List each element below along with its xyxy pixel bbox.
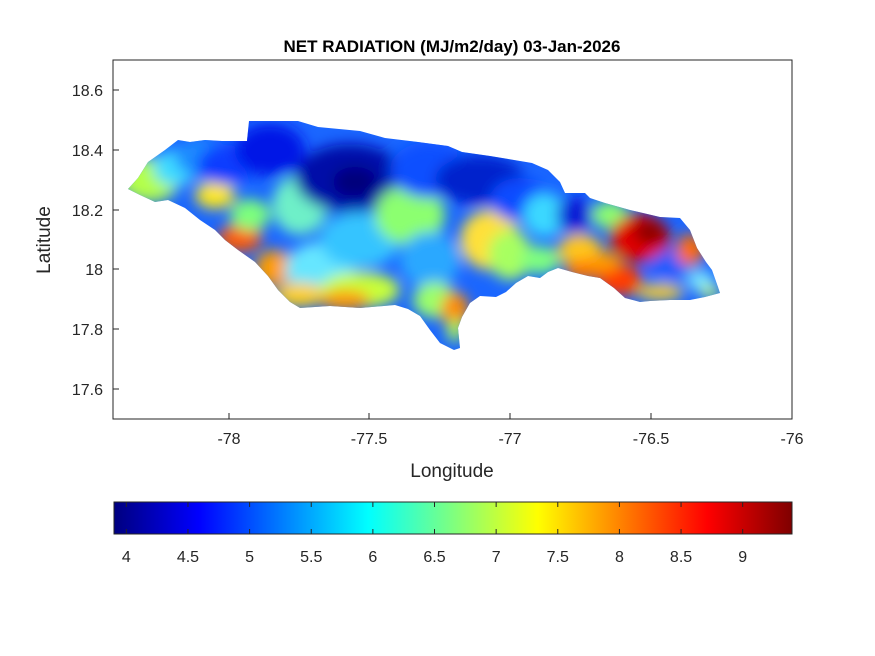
y-axis: 17.6 17.8 18 18.2 18.4 18.6 Latitude [34,83,119,399]
x-tick-label: -76 [780,431,803,448]
x-tick-label: -77.5 [351,431,388,448]
x-tick-label: -77 [498,431,521,448]
colorbar-tick-label: 4.5 [177,549,199,566]
colorbar-tick-label: 6.5 [423,549,445,566]
colorbar-tick-label: 7 [492,549,501,566]
y-tick-label: 18.4 [72,143,103,160]
colorbar-tick-label: 5.5 [300,549,322,566]
y-tick-label: 17.8 [72,322,103,339]
y-axis-label: Latitude [34,206,55,274]
y-tick-label: 17.6 [72,382,103,399]
y-tick-label: 18.2 [72,203,103,220]
colorbar-ticks: 4 4.5 5 5.5 6 6.5 7 7.5 8 8.5 9 [122,502,747,566]
x-axis: -78 -77.5 -77 -76.5 -76 Longitude [217,413,804,482]
colorbar: 4 4.5 5 5.5 6 6.5 7 7.5 8 8.5 9 [113,501,793,566]
chart-title: NET RADIATION (MJ/m2/day) 03-Jan-2026 [284,37,621,56]
colorbar-tick-label: 5 [245,549,254,566]
x-tick-label: -76.5 [633,431,670,448]
y-tick-label: 18 [85,262,103,279]
colorbar-tick-label: 4 [122,549,131,566]
x-axis-label: Longitude [410,461,493,482]
colorbar-tick-label: 7.5 [547,549,569,566]
colorbar-tick-label: 8.5 [670,549,692,566]
colorbar-gradient [113,501,793,535]
colorbar-tick-label: 8 [615,549,624,566]
y-tick-label: 18.6 [72,83,103,100]
x-tick-label: -78 [217,431,240,448]
colorbar-tick-label: 6 [368,549,377,566]
colorbar-tick-label: 9 [738,549,747,566]
